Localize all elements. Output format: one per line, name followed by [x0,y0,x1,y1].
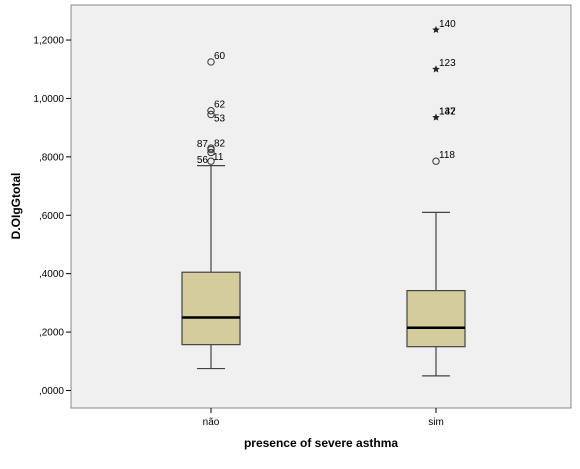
box-group-0: 60 62 53 87 82 56 11 [181,51,241,370]
outlier-star [432,113,440,121]
outlier-label: 62 [214,100,226,111]
iqr-box [181,271,241,346]
outlier-label: 87 [197,139,209,150]
y-axis: ,0000 ,2000 ,4000 ,6000 ,8000 1,0000 1,2000 [33,36,71,397]
outlier-circle [207,145,215,154]
outlier-label: 132 [439,106,456,117]
y-tick-label: ,2000 [39,328,64,339]
y-tick-label: ,4000 [39,269,64,280]
outlier-circle [207,110,215,119]
y-tick-label: 1,2000 [33,36,64,47]
outlier-star [432,65,440,73]
outlier-circle [207,148,215,157]
outlier-label: 82 [214,139,226,150]
outlier-label: 60 [214,51,226,62]
outlier-label: 123 [439,58,456,69]
outlier-star [432,25,440,34]
outlier-circle [432,157,440,165]
outlier-circle [207,157,215,165]
x-axis: não sim [203,408,444,428]
y-tick-label: ,6000 [39,211,64,222]
x-tick-label: não [203,417,220,428]
y-tick-label: ,8000 [39,152,64,163]
outlier-label: 11 [213,152,224,163]
y-axis-title: D.OIgGtotal [9,173,23,240]
outlier-circle [207,58,215,66]
y-tick-label: 1,0000 [33,94,64,105]
outlier-label: 53 [214,114,226,125]
plot-area [70,4,572,409]
outlier-label: 147 [439,106,456,117]
y-tick-label: ,0000 [39,386,64,397]
outlier-label: 56 [197,155,209,166]
iqr-box [406,290,466,348]
outlier-label: 140 [439,19,456,30]
outlier-circle [207,107,215,115]
x-tick-label: sim [428,417,444,428]
outlier-label: 118 [439,150,455,161]
x-axis-title: presence of severe asthma [244,436,398,450]
